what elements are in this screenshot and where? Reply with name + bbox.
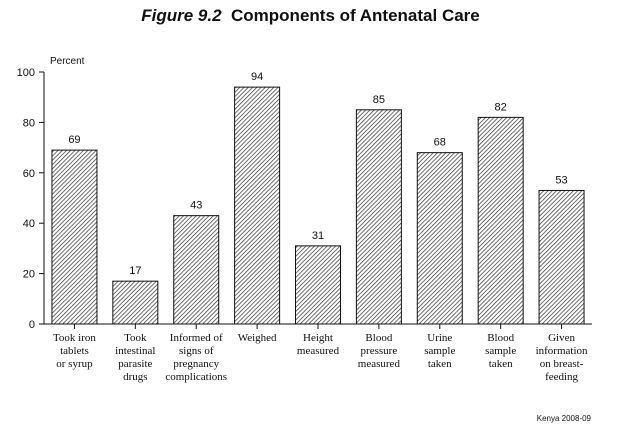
x-tick-label: taken <box>489 358 513 370</box>
bar <box>112 280 159 325</box>
x-tick-label: drugs <box>123 371 147 383</box>
x-tick-label: feeding <box>545 371 578 383</box>
y-tick-label: 80 <box>23 117 35 129</box>
y-tick-label: 0 <box>29 319 35 331</box>
data-label: 82 <box>495 101 507 113</box>
x-tick-label: sample <box>485 345 516 357</box>
data-label: 53 <box>555 174 567 186</box>
x-tick-label: pregnancy <box>173 358 219 370</box>
chart-title: Figure 9.2 Components of Antenatal Care <box>0 6 621 26</box>
x-tick-label: tablets <box>60 345 89 357</box>
y-tick-label: 20 <box>23 269 35 281</box>
bar <box>355 109 402 325</box>
x-tick-label: parasite <box>118 358 152 370</box>
x-tick-label: Took <box>124 332 147 344</box>
y-tick-label: 60 <box>23 168 35 180</box>
bar <box>234 86 281 325</box>
x-tick-label: signs of <box>179 345 214 357</box>
y-axis-label: Percent <box>50 56 85 67</box>
x-tick-label: measured <box>358 358 401 370</box>
bar <box>416 152 463 325</box>
x-tick-label: sample <box>424 345 455 357</box>
y-tick-label: 100 <box>17 67 35 79</box>
x-tick-label: Took iron <box>53 332 96 344</box>
x-tick-label: taken <box>428 358 452 370</box>
x-tick-label: or syrup <box>56 358 93 370</box>
bar <box>173 215 220 325</box>
x-tick-label: Blood <box>487 332 514 344</box>
y-tick-label: 40 <box>23 218 35 230</box>
data-label: 43 <box>190 200 202 212</box>
bar <box>295 245 341 325</box>
bar <box>477 116 524 325</box>
bar <box>51 149 98 325</box>
x-tick-label: measured <box>297 345 340 357</box>
data-label: 31 <box>312 230 324 242</box>
figure-number: Figure 9.2 <box>141 6 222 25</box>
data-label: 17 <box>129 265 141 277</box>
x-tick-label: Urine <box>427 332 452 344</box>
x-tick-label: on breast- <box>540 358 584 370</box>
data-label: 94 <box>251 71 263 83</box>
x-tick-label: information <box>536 345 588 357</box>
data-label: 68 <box>434 137 446 149</box>
figure-title-text: Components of Antenatal Care <box>231 6 480 25</box>
bars <box>51 86 585 325</box>
x-tick-label: Weighed <box>238 332 277 344</box>
x-tick-label: Given <box>548 332 575 344</box>
source-note: Kenya 2008-09 <box>536 414 591 423</box>
x-tick-label: pressure <box>361 345 398 357</box>
x-tick-label: intestinal <box>115 345 155 357</box>
value-labels: 69 17 43 94 31 85 68 82 53 <box>68 71 567 277</box>
data-label: 69 <box>68 134 80 146</box>
bar <box>538 189 585 325</box>
x-tick-label: Blood <box>365 332 392 344</box>
x-tick-label: Informed of <box>170 332 223 344</box>
x-tick-label: complications <box>165 371 227 383</box>
x-tick-label: Height <box>303 332 333 344</box>
data-label: 85 <box>373 94 385 106</box>
